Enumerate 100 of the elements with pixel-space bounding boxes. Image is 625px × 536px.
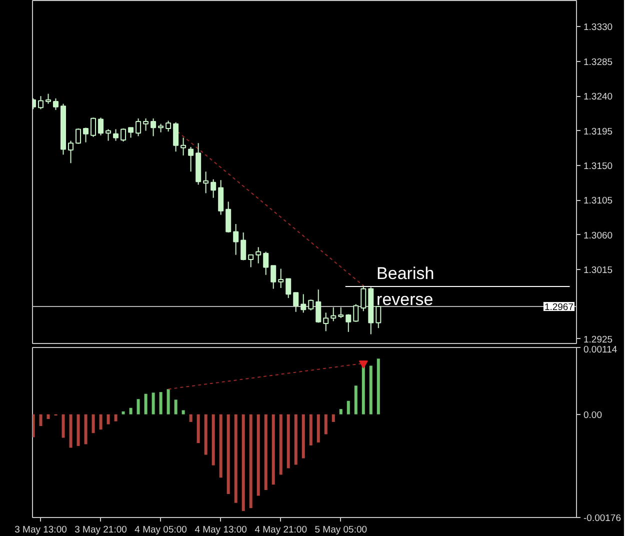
candlestick [113,128,119,142]
x-tick-label: 3 May 21:00 [74,524,127,536]
bar [294,414,298,465]
candlestick [38,96,44,110]
candlestick [143,118,149,132]
candlestick [166,120,172,132]
candlestick [278,268,284,289]
bar [152,392,155,414]
bar [339,409,342,414]
bar [166,389,170,414]
candlestick [323,312,329,332]
y-tick-label: 1.3105 [584,196,613,207]
bar [159,392,162,414]
bar [249,414,252,508]
y-tick-label: 1.3330 [584,22,613,34]
bar [212,414,215,466]
bar [204,414,208,455]
candlestick [346,314,352,332]
bar [332,414,335,422]
candlestick [226,201,232,234]
candlestick [376,305,382,329]
y-tick-label: 0.00114 [584,344,618,356]
candlestick [68,140,74,164]
candlestick [46,93,52,104]
candlestick [218,180,224,216]
bar [32,414,35,438]
bar [369,366,372,414]
candlestick [136,118,142,137]
bar [122,411,125,414]
x-tick-label: 5 May 05:00 [314,524,368,536]
candlestick [300,294,306,314]
bar [136,399,140,414]
candlestick [330,306,336,322]
candlestick [270,265,276,290]
bar [346,400,350,414]
candlestick [98,117,104,136]
candlestick [106,128,112,142]
annotation: Bearish reverse [376,264,434,309]
candlestick [256,246,262,264]
y-tick-label: 1.2925 [584,334,613,346]
bar [76,414,80,446]
candlestick [203,171,209,194]
candlestick [83,127,89,143]
bar [62,414,65,438]
candlestick [173,122,179,152]
bar [286,414,290,468]
bar [219,414,222,478]
bar [272,414,275,485]
candlestick [188,146,194,172]
bar [144,394,148,414]
bar [99,414,102,430]
candlestick [210,178,216,198]
bar [354,386,358,414]
bar [302,414,305,458]
bar [226,414,230,494]
bar [92,414,95,434]
candlestick [263,251,269,276]
bar [324,414,328,434]
candlestick [293,292,299,312]
bar [309,414,312,446]
bar [129,408,132,414]
candlestick [233,224,239,256]
candlestick [53,98,59,110]
bar [174,400,178,414]
bar [256,414,260,496]
y-tick-label: -0.00176 [584,513,622,524]
bar [376,358,380,414]
y-tick-label: 1.3195 [584,126,613,138]
bar [316,414,320,442]
bar [234,414,238,503]
bar [189,414,192,422]
ref-line-label: 1.2967 [544,302,574,313]
y-tick-label: 1.3240 [584,92,613,103]
candlestick [286,278,292,299]
candlestick [360,285,366,312]
x-tick-label: 3 May 13:00 [14,524,67,536]
bar [106,414,110,424]
bar [196,414,200,444]
y-tick-label: 1.3015 [584,265,613,276]
bar [84,414,88,444]
candlestick [120,128,126,142]
candlestick [248,254,254,268]
candlestick [128,127,134,138]
bar [279,414,282,475]
candlestick [353,304,359,322]
candlestick [76,128,82,144]
x-tick-label: 4 May 05:00 [134,524,187,536]
x-tick-label: 4 May 13:00 [194,524,247,536]
candlestick [308,299,314,311]
bar [182,410,185,414]
candlestick [150,118,156,137]
bar [264,414,268,490]
bar [46,414,50,420]
x-tick-label: 4 May 21:00 [254,524,308,536]
bar [114,414,118,422]
candlestick [316,289,322,324]
bar [69,414,72,448]
bar [242,414,245,512]
y-tick-label: 1.3150 [584,160,613,172]
candlestick [180,137,186,156]
